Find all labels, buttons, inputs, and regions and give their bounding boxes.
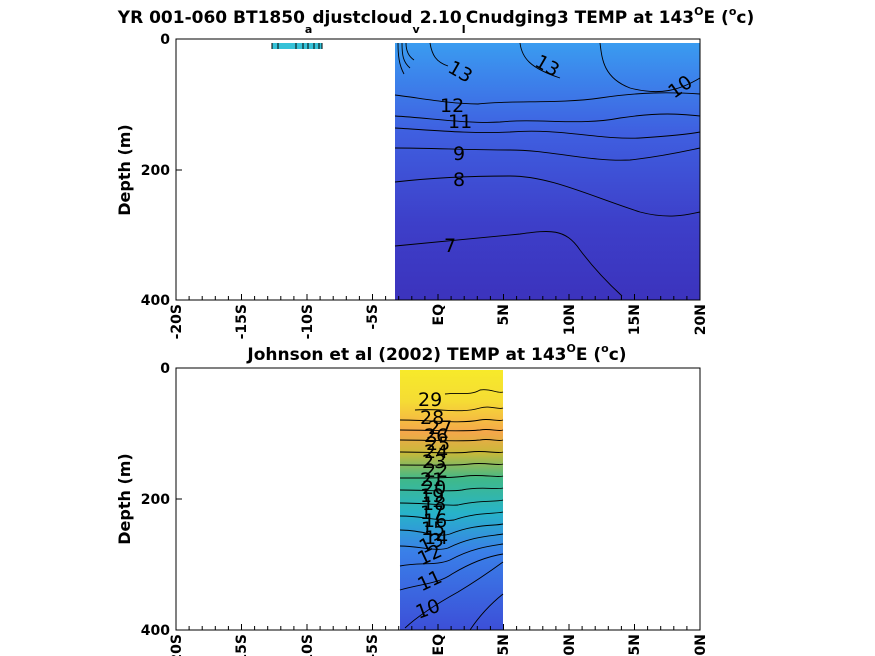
panel-2-title: Johnson et al (2002) TEMP at 143OE (oc) xyxy=(246,342,626,365)
panel-1-ytick-labels: 0 200 400 xyxy=(141,32,170,309)
panel-1-clabel: 11 xyxy=(448,111,472,133)
panel-1-xtick-labels: -20S -15S -10S -5S EQ 5N 10N 15N 20N xyxy=(169,304,709,339)
panel-2-clabel: 18 xyxy=(422,493,446,515)
panel-2-field xyxy=(400,370,503,630)
panel-1-clabel: 7 xyxy=(444,235,456,257)
panel-2-xtick: 10N xyxy=(562,634,578,656)
panel-2-clabel: 28 xyxy=(420,407,444,429)
panel-2-ylabel: Depth (m) xyxy=(115,453,134,545)
panel-1-xtick: 15N xyxy=(627,304,643,335)
panel-1-ytick: 400 xyxy=(141,293,170,309)
panel-2-xtick: EQ xyxy=(431,634,447,656)
panel-2-clabel: 19 xyxy=(420,485,444,507)
panel-2-clabel: 16 xyxy=(423,510,447,532)
panel-2-xtick: 15N xyxy=(627,634,643,656)
panel-1-xtick: -15S xyxy=(234,304,250,339)
panel-2-ytick: 0 xyxy=(160,361,170,377)
panel-2-xtick-labels: -20S -15S -10S -5S EQ 5N 10N 15N 20N xyxy=(169,634,709,656)
panel-1-clabel: 12 xyxy=(440,95,464,117)
panel-1-patch xyxy=(272,43,322,49)
panel-2-clabel: 22 xyxy=(424,460,448,482)
panel-1-patch-marks xyxy=(271,43,323,49)
panel-2-clabel: 25 xyxy=(426,433,450,455)
panel-2-ytick: 400 xyxy=(141,623,170,639)
panel-1: YR 001-060 BT1850adjustcloudv2.10ICnudgi… xyxy=(115,5,754,339)
panel-2-clabel: 23 xyxy=(422,451,446,473)
panel-1-field xyxy=(395,43,700,300)
panel-1-title: YR 001-060 BT1850adjustcloudv2.10ICnudgi… xyxy=(117,5,754,36)
panel-1-clabel: 9 xyxy=(453,143,465,165)
panel-2-x-minor-ticks xyxy=(175,624,701,630)
panel-2-clabel: 21 xyxy=(420,469,444,491)
panel-2-xtick: -20S xyxy=(169,634,185,656)
panel-2-ytick: 200 xyxy=(141,492,170,508)
panel-1-ytick: 0 xyxy=(160,32,170,48)
panel-1-xtick: 5N xyxy=(496,304,512,325)
panel-1-clabel: 8 xyxy=(453,169,465,191)
panel-1-xtick: 20N xyxy=(693,304,709,335)
panel-1-xtick: 10N xyxy=(562,304,578,335)
panel-1-ytick: 200 xyxy=(141,163,170,179)
panel-2-clabel: 17 xyxy=(420,502,444,524)
panel-1-ylabel: Depth (m) xyxy=(115,124,134,216)
panel-2-clabel: 20 xyxy=(422,477,446,499)
panel-1-contours xyxy=(394,42,701,297)
panel-2-contours xyxy=(399,389,504,631)
panel-1-xtick: -20S xyxy=(169,304,185,339)
panel-2-xtick: -10S xyxy=(300,634,316,656)
panel-1-x-minor-ticks xyxy=(175,294,701,300)
panel-1-xtick: EQ xyxy=(431,304,447,326)
panel-2-clabel: 14 xyxy=(424,527,448,549)
panel-2-clabel: 26 xyxy=(424,425,448,447)
panel-2-clabel: 29 xyxy=(418,389,442,411)
panel-1-xtick: -10S xyxy=(300,304,316,339)
panel-2-xtick: -15S xyxy=(234,634,250,656)
panel-2-ytick-labels: 0 200 400 xyxy=(141,361,170,639)
panel-2-clabel: 15 xyxy=(421,518,445,540)
panel-2: Johnson et al (2002) TEMP at 143OE (oc) … xyxy=(115,342,709,656)
panel-2-xtick: 20N xyxy=(693,634,709,656)
panel-2-xtick: 5N xyxy=(496,634,512,655)
panel-2-clabel: 24 xyxy=(424,441,448,463)
panel-2-clabel: 27 xyxy=(428,417,452,439)
panel-2-xtick: -5S xyxy=(365,634,381,656)
panel-1-xtick: -5S xyxy=(365,304,381,330)
